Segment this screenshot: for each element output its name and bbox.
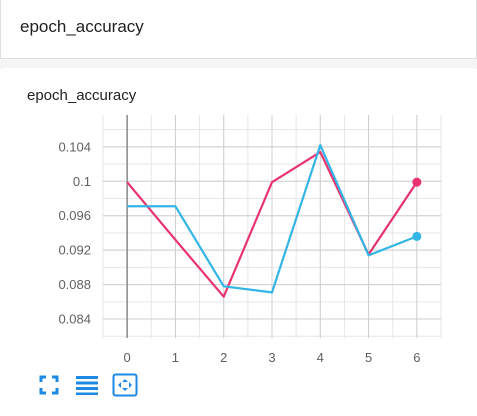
x-tick-label: 5 xyxy=(365,350,372,365)
fullscreen-icon xyxy=(38,374,60,396)
chart-toolbar xyxy=(36,372,138,398)
series-end-point-0 xyxy=(412,178,421,187)
y-tick-label: 0.092 xyxy=(58,243,91,258)
series-end-point-1 xyxy=(412,232,421,241)
grid-layer xyxy=(103,115,441,338)
x-tick-label: 6 xyxy=(413,350,420,365)
x-tick-label: 2 xyxy=(220,350,227,365)
y-tick-label: 0.1 xyxy=(73,174,91,189)
lines-icon xyxy=(75,374,99,396)
y-tick-label: 0.104 xyxy=(58,139,91,154)
x-tick-label: 1 xyxy=(172,350,179,365)
fullscreen-button[interactable] xyxy=(36,372,62,398)
y-tick-label: 0.084 xyxy=(58,312,91,327)
fit-domain-button[interactable] xyxy=(112,372,138,398)
x-tick-label: 0 xyxy=(124,350,131,365)
y-tick-label: 0.096 xyxy=(58,208,91,223)
x-tick-label: 3 xyxy=(268,350,275,365)
y-tick-label: 0.088 xyxy=(58,277,91,292)
x-tick-label: 4 xyxy=(317,350,324,365)
toggle-y-log-button[interactable] xyxy=(74,372,100,398)
fit-domain-icon xyxy=(112,373,138,397)
series-layer xyxy=(127,145,421,297)
